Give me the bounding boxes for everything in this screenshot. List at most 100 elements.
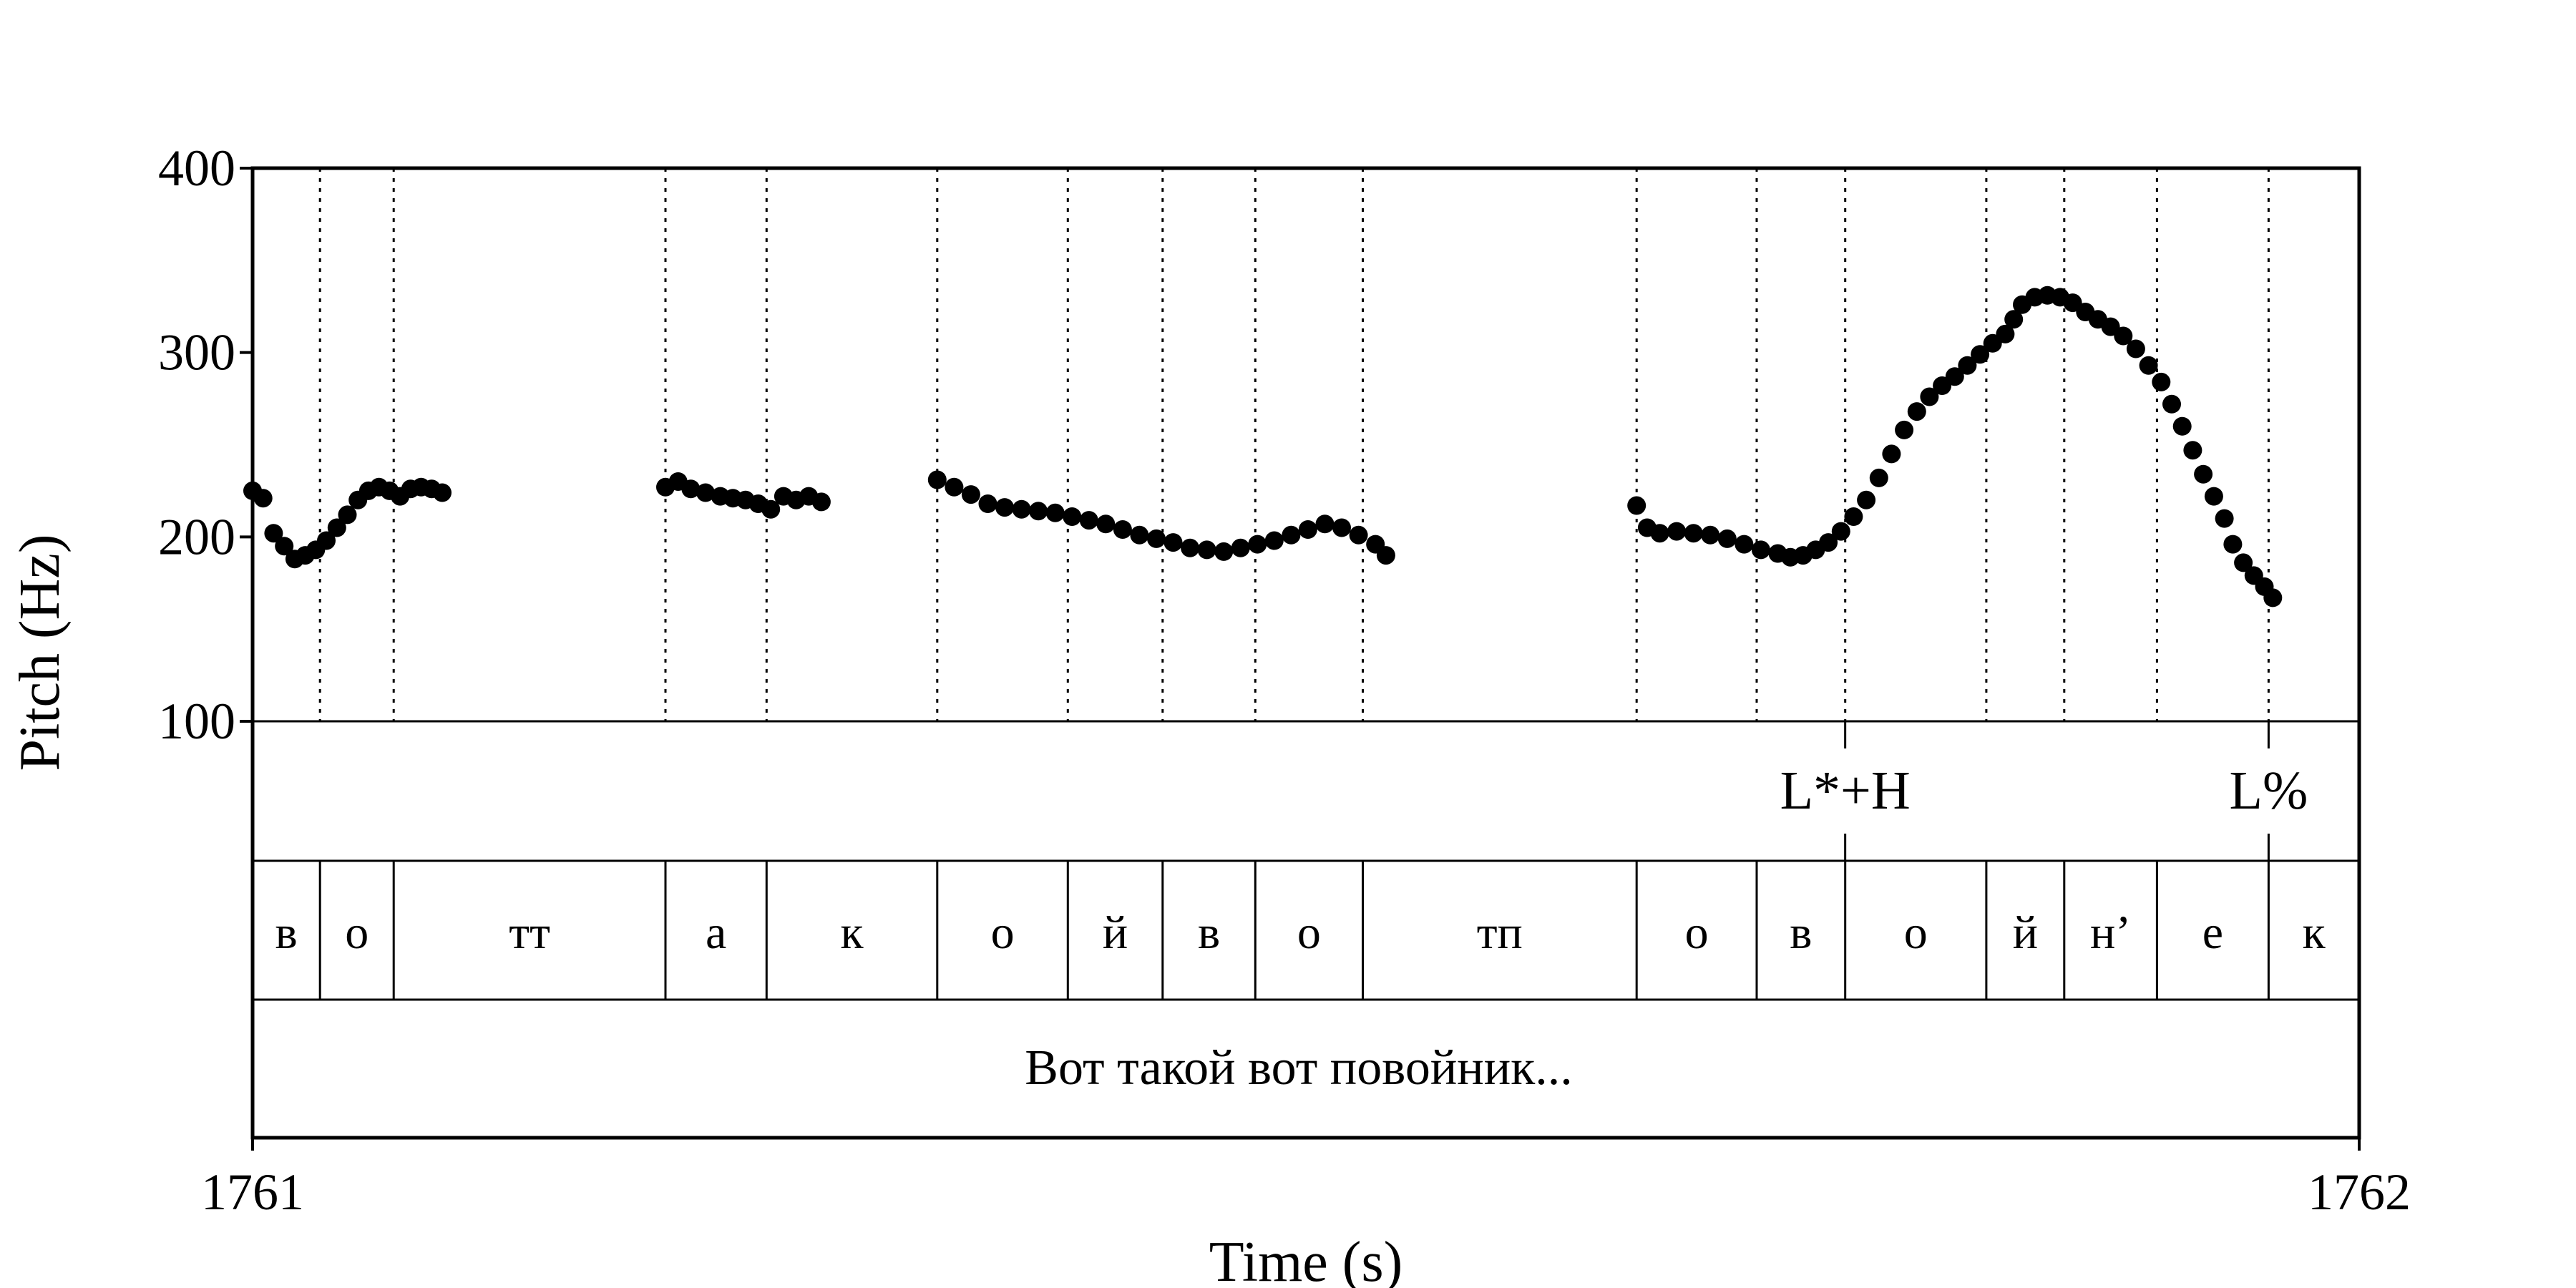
pitch-point [1181,538,1200,557]
x-tick-label: 1762 [2308,1163,2411,1221]
pitch-point [2162,394,2181,414]
pitch-point [1735,535,1754,554]
pitch-point [811,492,831,512]
pitch-point [1844,507,1863,526]
pitch-point [1684,524,1703,543]
pitch-point [1920,387,1939,406]
pitch-point [1996,324,2015,343]
pitch-point [1282,525,1301,545]
y-tick-label: 400 [158,140,235,197]
segment-label: в [275,907,298,959]
pitch-point [1197,540,1216,560]
pitch-point [1819,533,1838,552]
pitch-point [1895,420,1914,439]
segment-label: е [2202,907,2223,959]
pitch-point [1163,533,1183,552]
segment-label: в [1198,907,1220,959]
pitch-point [2172,416,2192,436]
pitch-point [696,483,715,502]
tone-tier: L*+H L% [1780,721,2308,861]
pitch-point [2139,356,2158,375]
pitch-point [2194,464,2213,484]
y-axis-title: Pitch (Hz) [9,534,72,771]
segment-label: а [706,907,726,959]
pitch-point [1857,490,1876,509]
pitch-point [1264,531,1284,550]
pitch-point [1045,503,1065,522]
pitch-point [1907,402,1926,421]
pitch-point [761,499,781,519]
pitch-point [1113,520,1132,539]
pitch-point [1315,514,1335,534]
x-axis-title: Time (s) [1209,1231,1402,1288]
segment-label: о [1685,907,1709,959]
segment-label: к [2303,907,2326,959]
pitch-point [1012,499,1031,519]
pitch-point [1248,535,1267,554]
pitch-point [1831,522,1850,541]
pitch-point [681,479,701,499]
pitch-point [2183,441,2202,460]
pitch-point [978,494,997,513]
pitch-point [264,524,283,543]
segment-tier: в о тт а к о й в о тп о в о й н’ е к [275,861,2326,1000]
segment-label: о [1297,907,1321,959]
pitch-point [1231,538,1250,557]
pitch-point [2223,535,2243,554]
segment-label: о [345,907,369,959]
tone-label: L% [2230,761,2308,821]
pitch-point [253,489,273,508]
segment-label: тп [1477,907,1523,959]
pitch-contour [243,286,2283,608]
pitch-point [1147,529,1166,548]
pitch-point [1376,546,1395,565]
pitch-point [2152,372,2171,391]
pitch-point [2204,487,2223,506]
pitch-point [961,485,980,504]
plot-frame [250,166,2361,1140]
pitch-point [945,477,964,497]
segment-label: тт [509,907,550,959]
tone-label: L*+H [1780,761,1911,821]
pitch-point [1701,525,1720,545]
sentence-label: Вот такой вот повойник... [1025,1040,1572,1096]
segment-label: н’ [2090,907,2131,959]
segment-label: й [2013,907,2038,959]
pitch-point [1717,529,1737,548]
pitch-point [1627,496,1646,515]
pitch-point [2126,339,2145,358]
pitch-point [2234,553,2253,572]
pitch-point [275,537,294,556]
pitch-point [317,531,336,550]
pitch-point [1945,367,1964,386]
segment-label: в [1790,907,1812,959]
pitch-point [1882,444,1901,464]
y-tick-label: 200 [158,508,235,565]
y-tick-label: 100 [158,693,235,750]
pitch-point [1063,507,1082,526]
pitch-point [2114,326,2133,346]
pitch-point [1958,356,1977,375]
pitch-point [2215,509,2234,528]
pitch-point [995,498,1014,517]
pitch-point [1130,525,1149,545]
segment-label: й [1103,907,1128,959]
pitch-point [1971,345,1990,364]
pitch-point [433,483,452,502]
pitch-point [1751,540,1770,560]
pitch-point [1096,514,1116,534]
plot-border [250,166,2361,1140]
axis-ticks: 100 200 300 400 1761 1762 [158,140,2411,1221]
x-tick-label: 1761 [201,1163,304,1221]
pitch-point [1298,520,1317,539]
segment-boundary-lines [318,168,2270,721]
pitch-point [927,470,947,489]
segment-label: к [841,907,864,959]
pitch-point [2263,588,2283,608]
pitch-point [1869,468,1888,487]
pitch-point [1214,542,1234,561]
pitch-point [2004,310,2024,329]
pitch-point [338,505,357,525]
pitch-point [1332,518,1351,537]
